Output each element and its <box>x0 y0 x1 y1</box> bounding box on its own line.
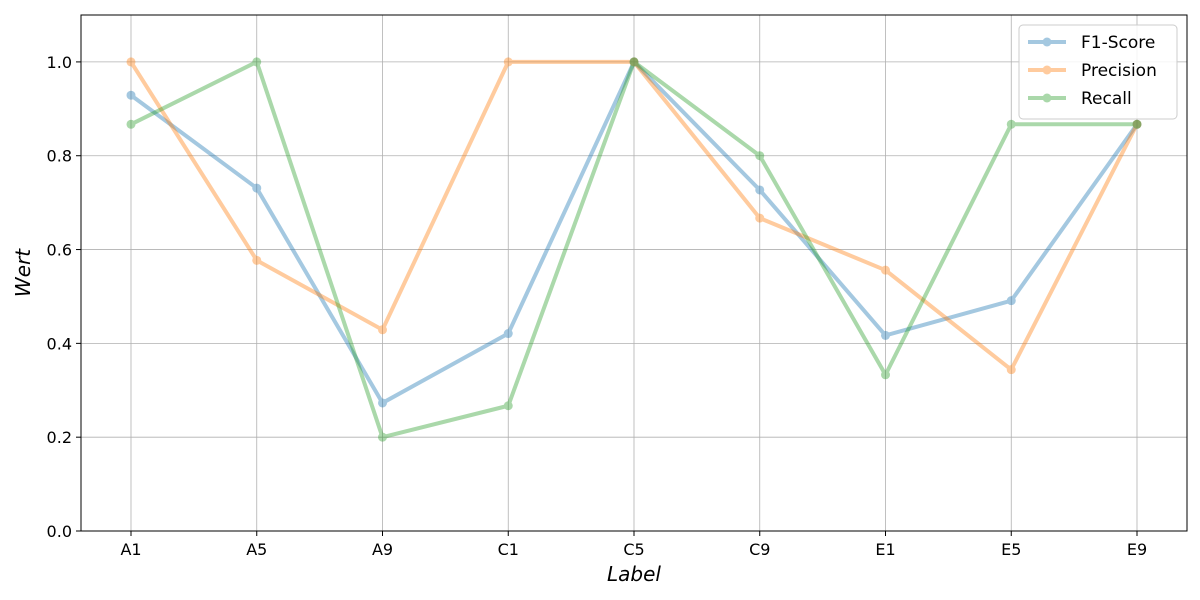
data-point-precision <box>378 325 387 335</box>
x-tick-label: C9 <box>749 540 770 559</box>
data-point-f1-score <box>1132 119 1142 129</box>
data-point-f1-score <box>881 330 890 340</box>
series-line-recall <box>130 59 1137 440</box>
series-precision <box>126 57 1142 375</box>
data-point-recall <box>378 432 387 442</box>
data-point-precision <box>126 57 136 67</box>
x-ticks: A1 A5 A9 C1 C5 C9 E1 E5 E9 <box>120 531 1147 559</box>
y-ticks: 0.0 0.2 0.4 0.6 0.8 1.0 <box>47 53 81 541</box>
data-point-f1-score <box>629 57 639 67</box>
series-layer <box>126 57 1142 442</box>
legend-label: Recall <box>1081 89 1132 109</box>
data-point-f1-score <box>378 398 387 408</box>
data-point-precision <box>503 57 513 67</box>
data-point-precision <box>252 255 262 265</box>
legend-swatch <box>1028 65 1066 75</box>
data-point-recall <box>1006 119 1016 129</box>
data-point-recall <box>629 57 639 67</box>
x-tick-label: A9 <box>372 540 393 559</box>
x-tick-label: E1 <box>875 540 895 559</box>
legend-swatch <box>1028 37 1066 47</box>
data-point-recall <box>755 151 765 161</box>
legend-item-recall: Recall <box>1028 89 1132 109</box>
data-point-f1-score <box>252 183 262 193</box>
data-point-recall <box>252 57 262 67</box>
data-point-precision <box>1006 365 1016 375</box>
legend-swatch <box>1028 93 1066 103</box>
legend-box <box>1018 24 1178 120</box>
data-point-recall <box>126 119 136 129</box>
data-point-precision <box>755 213 765 223</box>
series-f1-score <box>126 57 1142 408</box>
legend-item-f1-score: F1-Score <box>1028 33 1155 53</box>
series-recall <box>126 57 1142 442</box>
x-tick-label: E9 <box>1127 540 1147 559</box>
y-tick-label: 0.0 <box>47 522 72 541</box>
y-tick-label: 1.0 <box>47 53 72 72</box>
data-point-precision <box>881 265 890 275</box>
data-point-f1-score <box>755 185 765 195</box>
x-tick-label: C5 <box>623 540 644 559</box>
x-tick-label: A1 <box>120 540 141 559</box>
data-point-recall <box>503 401 513 411</box>
y-tick-label: 0.4 <box>47 334 72 353</box>
data-point-recall <box>1132 119 1142 129</box>
data-point-f1-score <box>503 329 513 339</box>
data-point-f1-score <box>126 90 136 100</box>
legend-label: Precision <box>1081 61 1157 81</box>
data-point-precision <box>629 57 639 67</box>
x-tick-label: C1 <box>498 540 519 559</box>
series-line-f1-score <box>129 59 1139 405</box>
x-tick-label: A5 <box>246 540 267 559</box>
y-axis-title: Wert <box>11 248 35 297</box>
x-tick-label: E5 <box>1001 540 1021 559</box>
y-tick-label: 0.6 <box>47 241 72 260</box>
y-tick-label: 0.2 <box>47 428 72 447</box>
x-axis-title: Label <box>607 562 661 586</box>
legend: F1-Score Precision Recall <box>1018 24 1178 120</box>
legend-item-precision: Precision <box>1028 61 1157 81</box>
data-point-precision <box>1132 119 1142 129</box>
data-point-recall <box>881 370 890 380</box>
y-tick-label: 0.8 <box>47 147 72 166</box>
legend-label: F1-Score <box>1081 33 1155 53</box>
series-line-precision <box>129 59 1139 372</box>
data-point-f1-score <box>1006 296 1016 306</box>
